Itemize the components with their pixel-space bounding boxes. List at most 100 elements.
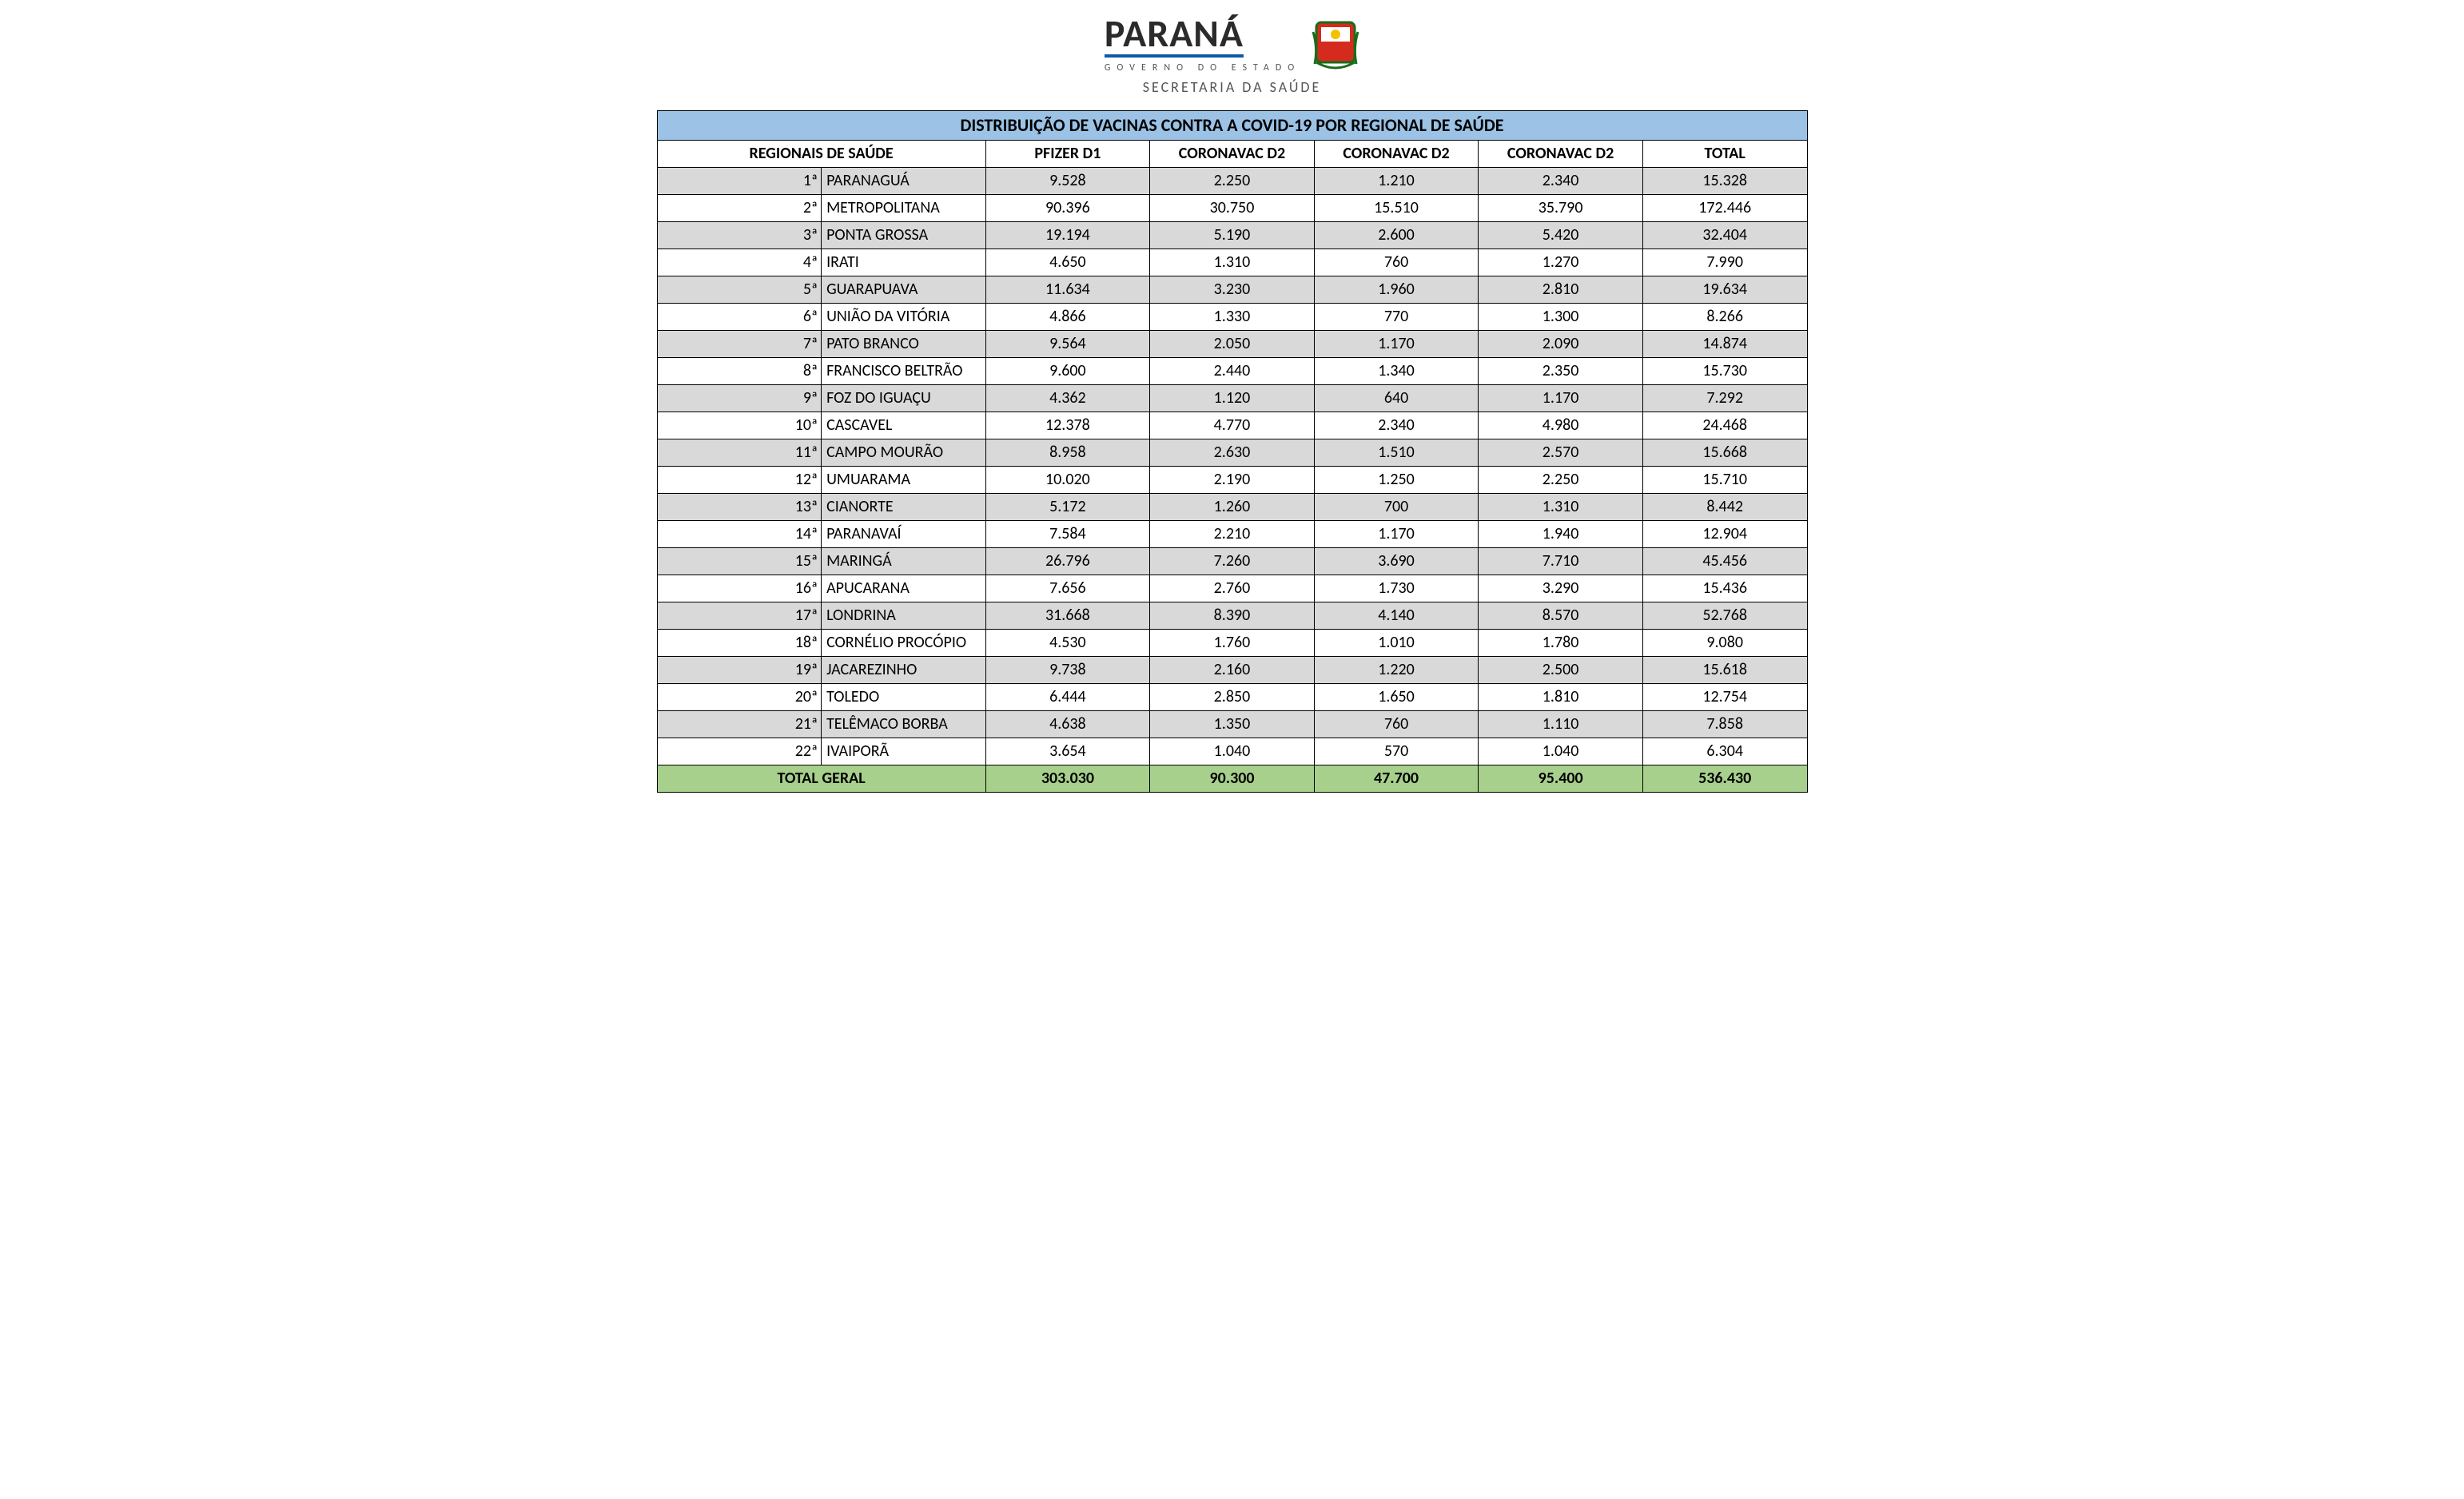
table-row: 20ªTOLEDO6.4442.8501.6501.81012.754	[657, 683, 1807, 710]
cell-value: 760	[1314, 249, 1479, 276]
row-ordinal: 4ª	[657, 249, 822, 276]
cell-value: 1.220	[1314, 656, 1479, 683]
cell-value: 10.020	[985, 466, 1150, 493]
total-coronavac-d2: 90.300	[1150, 765, 1315, 792]
col-header-region: REGIONAIS DE SAÚDE	[657, 140, 985, 167]
cell-value: 7.584	[985, 520, 1150, 547]
cell-value: 1.170	[1314, 520, 1479, 547]
row-ordinal: 2ª	[657, 194, 822, 221]
cell-value: 45.456	[1642, 547, 1807, 575]
cell-value: 2.190	[1150, 466, 1315, 493]
cell-value: 2.570	[1479, 439, 1643, 466]
cell-value: 2.440	[1150, 357, 1315, 384]
table-row: 4ªIRATI4.6501.3107601.2707.990	[657, 249, 1807, 276]
cell-value: 8.958	[985, 439, 1150, 466]
cell-value: 5.172	[985, 493, 1150, 520]
cell-value: 30.750	[1150, 194, 1315, 221]
row-ordinal: 19ª	[657, 656, 822, 683]
cell-value: 9.528	[985, 167, 1150, 194]
cell-value: 640	[1314, 384, 1479, 412]
logo-gov-label: GOVERNO DO ESTADO	[1105, 62, 1300, 74]
cell-value: 7.990	[1642, 249, 1807, 276]
region-name: UMUARAMA	[822, 466, 986, 493]
cell-value: 19.194	[985, 221, 1150, 249]
cell-value: 1.310	[1150, 249, 1315, 276]
cell-value: 8.390	[1150, 602, 1315, 629]
vaccine-distribution-table: DISTRIBUIÇÃO DE VACINAS CONTRA A COVID-1…	[657, 110, 1808, 793]
cell-value: 2.050	[1150, 330, 1315, 357]
cell-value: 1.300	[1479, 303, 1643, 330]
cell-value: 1.340	[1314, 357, 1479, 384]
cell-value: 15.328	[1642, 167, 1807, 194]
table-row: 1ªPARANAGUÁ9.5282.2501.2102.34015.328	[657, 167, 1807, 194]
cell-value: 15.730	[1642, 357, 1807, 384]
logo-department: SECRETARIA DA SAÚDE	[657, 78, 1808, 96]
row-ordinal: 17ª	[657, 602, 822, 629]
col-header-coronavac-d2: CORONAVAC D2	[1479, 140, 1643, 167]
cell-value: 12.378	[985, 412, 1150, 439]
table-row: 22ªIVAIPORÃ3.6541.0405701.0406.304	[657, 738, 1807, 765]
region-name: FRANCISCO BELTRÃO	[822, 357, 986, 384]
cell-value: 7.710	[1479, 547, 1643, 575]
cell-value: 1.330	[1150, 303, 1315, 330]
col-header-coronavac-d2: CORONAVAC D2	[1150, 140, 1315, 167]
cell-value: 4.650	[985, 249, 1150, 276]
cell-value: 1.210	[1314, 167, 1479, 194]
row-ordinal: 14ª	[657, 520, 822, 547]
cell-value: 90.396	[985, 194, 1150, 221]
cell-value: 24.468	[1642, 412, 1807, 439]
cell-value: 760	[1314, 710, 1479, 738]
table-row: 14ªPARANAVAÍ7.5842.2101.1701.94012.904	[657, 520, 1807, 547]
cell-value: 11.634	[985, 276, 1150, 303]
cell-value: 2.340	[1479, 167, 1643, 194]
table-row: 8ªFRANCISCO BELTRÃO9.6002.4401.3402.3501…	[657, 357, 1807, 384]
region-name: APUCARANA	[822, 575, 986, 602]
table-row: 3ªPONTA GROSSA19.1945.1902.6005.42032.40…	[657, 221, 1807, 249]
region-name: TOLEDO	[822, 683, 986, 710]
cell-value: 7.858	[1642, 710, 1807, 738]
cell-value: 2.630	[1150, 439, 1315, 466]
cell-value: 2.090	[1479, 330, 1643, 357]
cell-value: 6.304	[1642, 738, 1807, 765]
total-coronavac-d2: 95.400	[1479, 765, 1643, 792]
cell-value: 7.656	[985, 575, 1150, 602]
cell-value: 15.710	[1642, 466, 1807, 493]
cell-value: 12.754	[1642, 683, 1807, 710]
row-ordinal: 12ª	[657, 466, 822, 493]
cell-value: 14.874	[1642, 330, 1807, 357]
cell-value: 1.040	[1479, 738, 1643, 765]
table-row: 21ªTELÊMACO BORBA4.6381.3507601.1107.858	[657, 710, 1807, 738]
row-ordinal: 15ª	[657, 547, 822, 575]
row-ordinal: 11ª	[657, 439, 822, 466]
cell-value: 172.446	[1642, 194, 1807, 221]
region-name: PATO BRANCO	[822, 330, 986, 357]
cell-value: 52.768	[1642, 602, 1807, 629]
cell-value: 2.760	[1150, 575, 1315, 602]
col-header-total: TOTAL	[1642, 140, 1807, 167]
table-row: 12ªUMUARAMA10.0202.1901.2502.25015.710	[657, 466, 1807, 493]
cell-value: 700	[1314, 493, 1479, 520]
cell-value: 15.668	[1642, 439, 1807, 466]
region-name: METROPOLITANA	[822, 194, 986, 221]
cell-value: 4.980	[1479, 412, 1643, 439]
row-ordinal: 16ª	[657, 575, 822, 602]
cell-value: 2.250	[1479, 466, 1643, 493]
cell-value: 2.160	[1150, 656, 1315, 683]
table-row: 9ªFOZ DO IGUAÇU4.3621.1206401.1707.292	[657, 384, 1807, 412]
region-name: FOZ DO IGUAÇU	[822, 384, 986, 412]
cell-value: 1.350	[1150, 710, 1315, 738]
cell-value: 35.790	[1479, 194, 1643, 221]
total-coronavac-d2: 47.700	[1314, 765, 1479, 792]
row-ordinal: 6ª	[657, 303, 822, 330]
table-row: 19ªJACAREZINHO9.7382.1601.2202.50015.618	[657, 656, 1807, 683]
cell-value: 1.810	[1479, 683, 1643, 710]
cell-value: 7.292	[1642, 384, 1807, 412]
row-ordinal: 7ª	[657, 330, 822, 357]
cell-value: 31.668	[985, 602, 1150, 629]
region-name: IVAIPORÃ	[822, 738, 986, 765]
cell-value: 8.442	[1642, 493, 1807, 520]
region-name: PARANAGUÁ	[822, 167, 986, 194]
col-header-coronavac-d2: CORONAVAC D2	[1314, 140, 1479, 167]
cell-value: 2.600	[1314, 221, 1479, 249]
cell-value: 3.654	[985, 738, 1150, 765]
